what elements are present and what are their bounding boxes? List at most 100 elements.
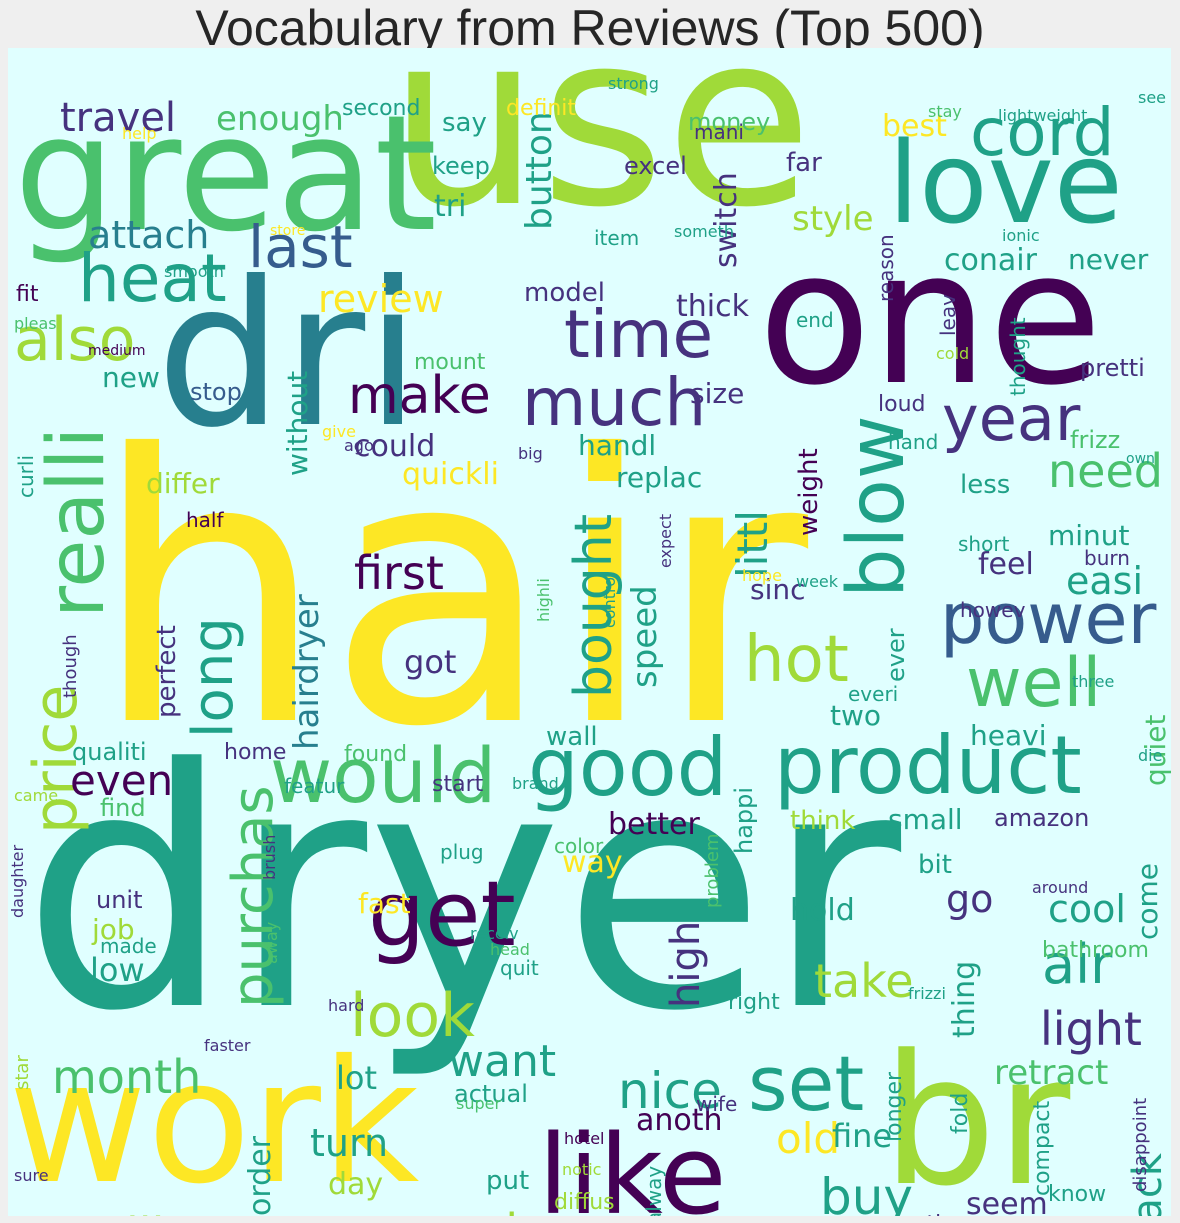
word-right: right <box>728 990 780 1015</box>
word-hold: hold <box>790 893 855 928</box>
word-strong: strong <box>608 74 659 93</box>
word-like: like <box>538 1111 727 1216</box>
word-expect: expect <box>656 513 675 568</box>
word-loud: loud <box>878 392 926 417</box>
word-short: short <box>958 532 1010 556</box>
word-second: second <box>342 96 421 121</box>
word-make: make <box>348 366 491 426</box>
word-also: also <box>14 305 136 375</box>
word-pleas: pleas <box>14 314 57 333</box>
word-last: last <box>248 213 353 281</box>
word-ever: ever <box>882 628 910 682</box>
word-could: could <box>354 429 436 464</box>
word-medium: medium <box>88 343 146 359</box>
word-tri: tri <box>434 189 467 224</box>
word-quickli: quickli <box>402 457 499 492</box>
word-happi: happi <box>730 786 758 854</box>
word-model: model <box>524 278 605 308</box>
word-color: color <box>554 834 604 858</box>
word-hard: hard <box>328 996 365 1015</box>
word-use: use <box>388 48 813 260</box>
word-product: product <box>774 719 1082 812</box>
word-small: small <box>888 803 963 836</box>
word-look: look <box>350 981 475 1051</box>
word-less: less <box>960 470 1011 500</box>
word-keep: keep <box>432 152 490 180</box>
word-order: order <box>243 1136 278 1216</box>
word-way: way <box>562 845 623 880</box>
word-without: without <box>281 370 314 476</box>
word-cool: cool <box>1048 887 1126 931</box>
word-take: take <box>814 954 914 1008</box>
word-buy: buy <box>820 1168 914 1216</box>
word-quit: quit <box>500 956 539 980</box>
word-review: review <box>318 277 444 321</box>
word-mount: mount <box>414 350 486 375</box>
word-hotel: hotel <box>564 1129 605 1148</box>
word-attach: attach <box>88 213 210 257</box>
word-high: high <box>663 920 709 1008</box>
word-differ: differ <box>146 467 220 500</box>
word-made: made <box>100 934 157 958</box>
word-cord: cord <box>970 94 1115 171</box>
word-leav: leav <box>936 294 960 336</box>
word-sinc: sinc <box>750 573 806 606</box>
word-two: two <box>830 699 882 732</box>
word-switch: switch <box>709 172 744 268</box>
word-even: even <box>70 756 174 805</box>
word-frizz: frizz <box>1070 426 1121 454</box>
word-end: end <box>796 308 834 332</box>
word-month: month <box>52 1050 202 1104</box>
word-first: first <box>354 546 444 600</box>
word-hairdryer: hairdryer <box>287 594 327 750</box>
word-replac: replac <box>616 461 703 494</box>
word-new: new <box>102 361 160 394</box>
word-own: own <box>1126 451 1155 467</box>
word-definit: definit <box>506 96 577 121</box>
word-longer: longer <box>882 1071 907 1142</box>
word-pretti: pretti <box>1080 354 1145 382</box>
word-well: well <box>966 644 1102 723</box>
word-brand: brand <box>512 774 559 793</box>
word-item: item <box>594 226 640 250</box>
word-love: love <box>888 119 1123 249</box>
word-thick: thick <box>676 289 749 324</box>
word-frizzi: frizzi <box>908 984 946 1003</box>
word-retract: retract <box>994 1053 1109 1093</box>
word-super: super <box>456 1094 502 1113</box>
word-power: power <box>940 578 1157 660</box>
word-sure: sure <box>14 1166 49 1185</box>
word-lot: lot <box>336 1059 378 1097</box>
word-good: good <box>528 721 728 814</box>
word-everi: everi <box>848 682 899 706</box>
word-feel: feel <box>978 547 1034 582</box>
word-br: br <box>882 1017 1071 1216</box>
word-disappoint: disappoint <box>1130 1097 1151 1192</box>
word-alway: alway <box>642 1165 666 1216</box>
word-diffus: diffus <box>554 1190 615 1215</box>
word-nice: nice <box>618 1062 722 1120</box>
word-around: around <box>1032 878 1089 897</box>
word-work: work <box>8 1024 420 1216</box>
word-see: see <box>1138 88 1167 107</box>
word-realli: realli <box>32 426 122 618</box>
word-come: come <box>1131 862 1164 940</box>
word-go: go <box>946 877 994 921</box>
word-seem: seem <box>966 1187 1048 1217</box>
word-air: air <box>1042 933 1113 996</box>
word-burn: burn <box>1084 546 1130 570</box>
word-fine: fine <box>832 1117 893 1155</box>
word-low: low <box>90 951 145 989</box>
word-problem: problem <box>702 833 723 908</box>
word-cloud: hair dryer use dri one great work br love like pro… <box>8 48 1171 1216</box>
word-highli: highli <box>534 578 553 622</box>
word-time: time <box>564 296 714 373</box>
word-size: size <box>690 377 745 410</box>
word-control: control <box>600 572 619 628</box>
word-need: need <box>1048 444 1163 498</box>
word-fast: fast <box>358 887 411 920</box>
word-die: die <box>1138 746 1163 765</box>
word-dri: dri <box>156 239 421 472</box>
word-minut: minut <box>1048 519 1130 552</box>
word-ionic: ionic <box>1002 226 1040 245</box>
